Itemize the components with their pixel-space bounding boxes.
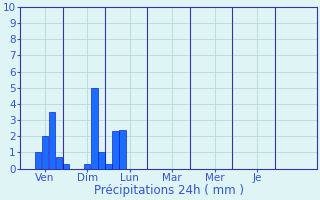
Bar <box>84 164 91 169</box>
Bar <box>112 131 119 169</box>
Bar <box>105 164 112 169</box>
Bar <box>63 164 69 169</box>
Bar <box>119 130 126 169</box>
Bar <box>35 152 41 169</box>
X-axis label: Précipitations 24h ( mm ): Précipitations 24h ( mm ) <box>94 184 244 197</box>
Bar <box>56 157 62 169</box>
Bar <box>98 152 105 169</box>
Bar <box>91 88 98 169</box>
Bar <box>49 112 55 169</box>
Bar <box>42 136 48 169</box>
